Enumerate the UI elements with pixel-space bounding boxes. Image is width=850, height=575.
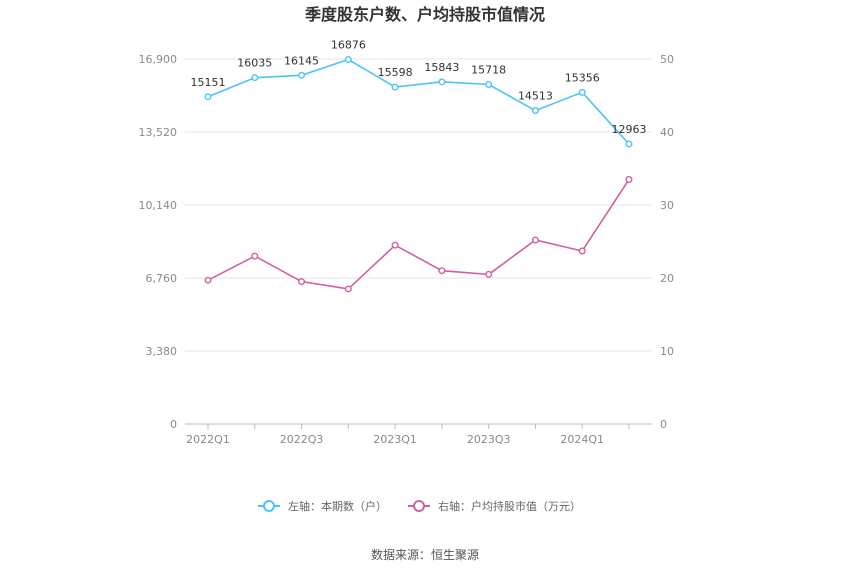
data-label: 12963: [612, 123, 647, 136]
left-axis-tick-label: 13,520: [139, 126, 178, 139]
x-axis-tick-label: 2023Q1: [373, 433, 417, 446]
series-1-point: [531, 107, 539, 115]
series-line-1: [207, 58, 630, 145]
series-2-point: [204, 276, 212, 284]
right-axis-tick-label: 50: [660, 53, 674, 66]
axes: 0 0 3,380 10 6,760 20 10,140 30 13,520 40 16,900 50…: [139, 53, 675, 446]
series-2-point: [391, 241, 399, 249]
legend-label: 右轴：户均持股市值（万元）: [438, 499, 581, 513]
series-1-point: [251, 74, 259, 82]
legend: 左轴：本期数（户） 右轴：户均持股市值（万元）: [258, 499, 581, 513]
right-axis-tick-label: 0: [660, 418, 667, 431]
data-label: 15718: [471, 64, 506, 77]
x-axis-tick-label: 2022Q3: [280, 433, 324, 446]
x-axis-tick-label: 2023Q3: [467, 433, 511, 446]
data-label: 16145: [284, 54, 319, 67]
series-2-point: [298, 278, 306, 286]
x-axis-tick-label: 2022Q1: [186, 433, 230, 446]
x-axis-tick-label: 2024Q1: [560, 433, 604, 446]
series-2-point: [625, 175, 633, 183]
data-label: 14513: [518, 90, 553, 103]
series-1-point: [625, 140, 633, 148]
data-label: 15598: [378, 66, 413, 79]
legend-swatch-marker: [413, 500, 425, 512]
left-axis-tick-label: 3,380: [146, 345, 178, 358]
series-2-point: [251, 252, 259, 260]
series-2-point: [485, 270, 493, 278]
series-line-2: [207, 178, 630, 290]
chart-title: 季度股东户数、户均持股市值情况: [304, 5, 545, 24]
right-axis-tick-label: 20: [660, 272, 674, 285]
legend-swatch-marker: [263, 500, 275, 512]
data-label: 15843: [424, 61, 459, 74]
right-axis-tick-label: 30: [660, 199, 674, 212]
grid-lines: [185, 58, 652, 425]
source-note: 数据来源：恒生聚源: [371, 547, 479, 562]
left-axis-tick-label: 6,760: [146, 272, 178, 285]
series-layer: 15151 16035 16145 16876 15598 15843 15718 14513…: [191, 39, 647, 293]
data-label: 15356: [565, 71, 600, 84]
left-axis-tick-label: 0: [170, 418, 177, 431]
series-1-point: [298, 71, 306, 79]
series-1-point: [485, 81, 493, 89]
series-2-point: [531, 236, 539, 244]
left-axis-tick-label: 16,900: [139, 53, 178, 66]
series-1-point: [438, 78, 446, 86]
data-label: 16035: [237, 57, 272, 70]
data-label: 15151: [191, 76, 226, 89]
series-2-point: [438, 267, 446, 275]
series-2-point: [578, 247, 586, 255]
series-1-point: [344, 56, 352, 64]
right-axis-tick-label: 40: [660, 126, 674, 139]
data-label: 16876: [331, 39, 366, 52]
series-1-point: [578, 88, 586, 96]
series-1-point: [391, 83, 399, 91]
left-axis-tick-label: 10,140: [139, 199, 178, 212]
series-1-point: [204, 93, 212, 101]
series-2-point: [344, 285, 352, 293]
right-axis-tick-label: 10: [660, 345, 674, 358]
legend-label: 左轴：本期数（户）: [288, 499, 387, 513]
